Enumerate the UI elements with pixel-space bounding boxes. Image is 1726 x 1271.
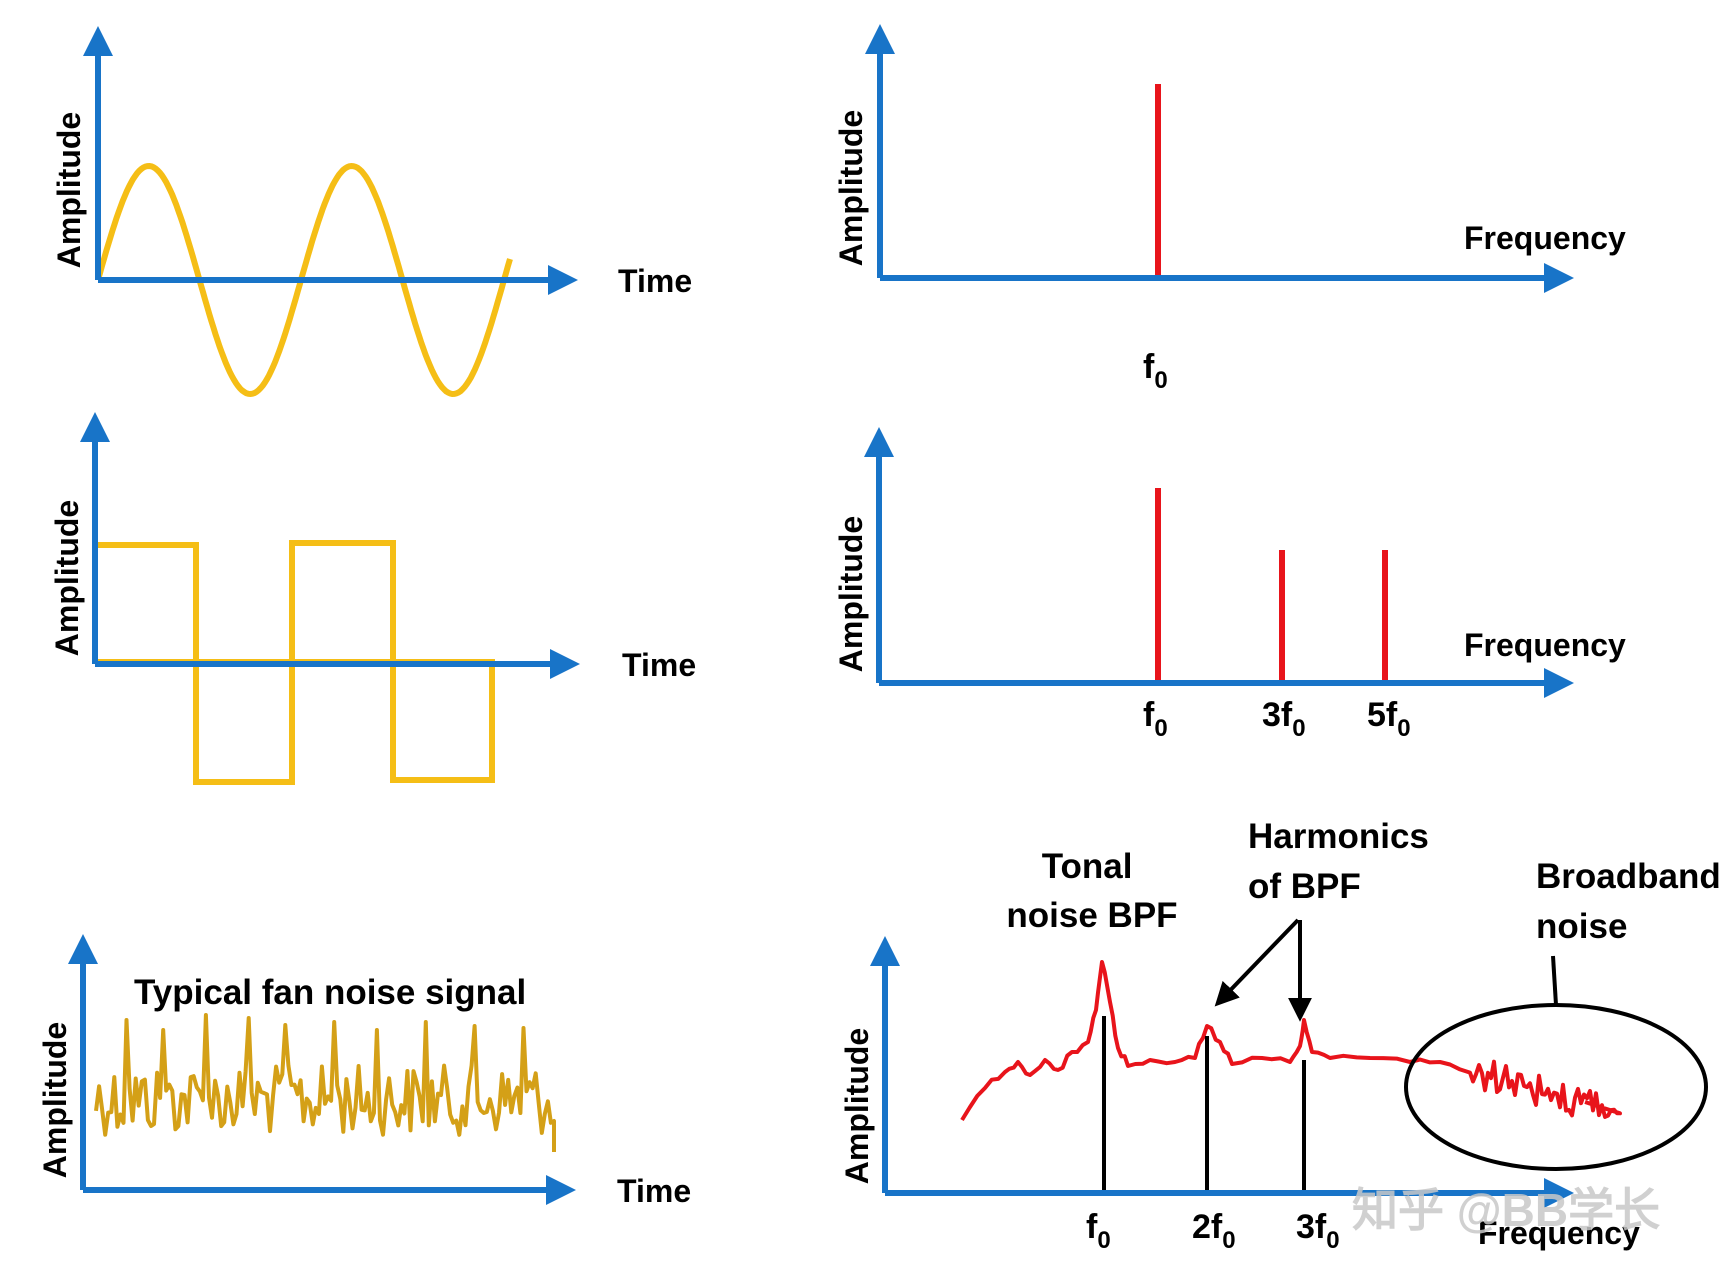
tick-label-5f0: 5f0 (1367, 696, 1411, 742)
panel-sine-spectrum: Amplitude Frequency f0 (833, 24, 1626, 394)
panel-square-spectrum: Amplitude Frequency f0 3f0 5f0 (833, 427, 1626, 742)
sine-wave (95, 162, 513, 398)
y-axis-label: Amplitude (51, 112, 87, 268)
broadband-ellipse (1404, 1003, 1708, 1171)
y-axis-label: Amplitude (833, 516, 869, 672)
panel-square-time: Amplitude Time (49, 412, 696, 785)
broadband-pointer-line (1551, 955, 1558, 1006)
annotation-tonal: Tonal noise BPF (1006, 847, 1177, 935)
tick-label-f0: f0 (1143, 696, 1168, 742)
panel-sine-time: Amplitude Time (51, 26, 692, 398)
y-axis-label: Amplitude (49, 500, 85, 656)
panel-noise-spectrum: Amplitude Frequency f0 2f0 3f0 Tonal noi… (839, 817, 1726, 1254)
y-axis-label: Amplitude (833, 110, 869, 266)
x-axis-label: Time (617, 1173, 691, 1209)
noise-spectrum-curve (960, 960, 1622, 1122)
y-axis-label: Amplitude (839, 1028, 875, 1184)
x-axis-label: Frequency (1478, 1215, 1640, 1251)
x-axis-label: Frequency (1464, 220, 1626, 256)
panel-title: Typical fan noise signal (134, 973, 526, 1012)
x-axis-label: Time (622, 647, 696, 683)
tick-label-3f0: 3f0 (1262, 696, 1306, 742)
tick-label-2f0: 2f0 (1192, 1208, 1236, 1254)
tick-label-f0: f0 (1143, 348, 1168, 394)
x-axis-label: Time (618, 263, 692, 299)
tick-label-f0: f0 (1086, 1208, 1111, 1254)
annotation-broadband: Broadband noise (1536, 857, 1726, 946)
x-axis-label: Frequency (1464, 627, 1626, 663)
harmonics-arrow-left (1214, 918, 1300, 1007)
panel-noise-time: Amplitude Time Typical fan noise signal (37, 934, 691, 1209)
y-axis-label: Amplitude (37, 1022, 73, 1178)
annotation-harmonics: Harmonics of BPF (1248, 817, 1439, 906)
noise-signal (94, 1013, 556, 1152)
watermark: 知乎 @BB学长 (1352, 1184, 1660, 1236)
tick-label-3f0: 3f0 (1296, 1208, 1340, 1254)
